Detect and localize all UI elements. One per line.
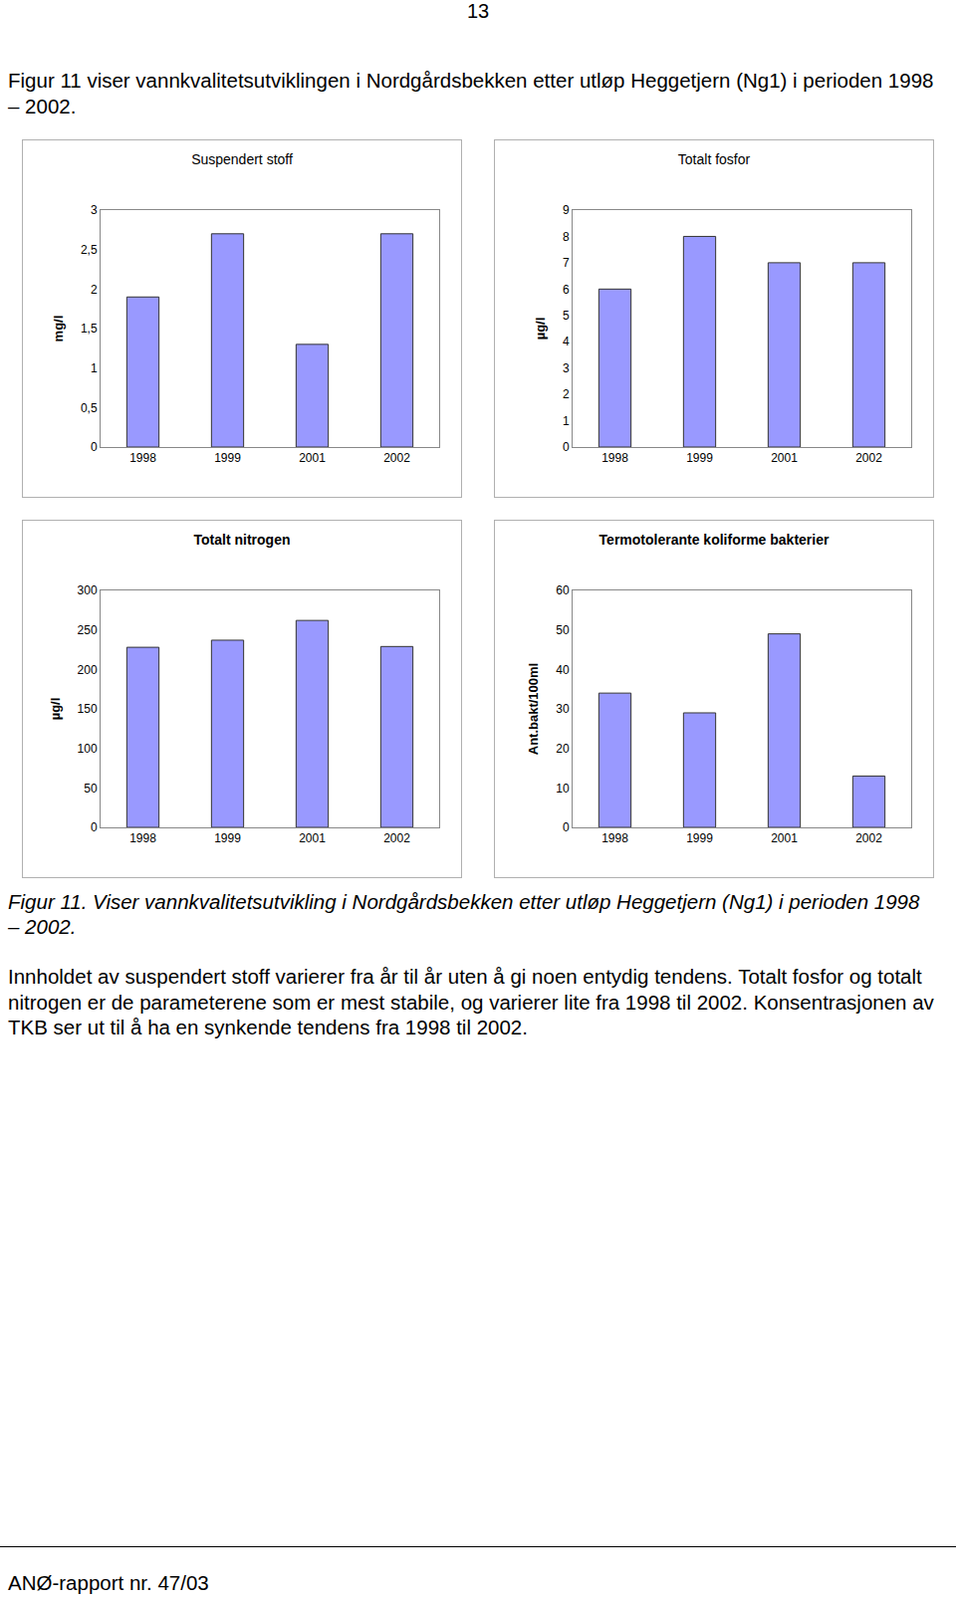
svg-text:1998: 1998 [129,451,157,466]
html-text:Figur 11 viser vannkvalitetsut: Figur 11 viser vannkvalitetsutviklingen … [7,68,934,118]
svg-text:2,5: 2,5 [80,242,98,257]
svg-text:2001: 2001 [298,831,326,846]
svg-text:1998: 1998 [601,831,629,846]
svg-text:2002: 2002 [855,831,883,846]
svg-text:0: 0 [90,820,98,835]
svg-text:1998: 1998 [129,831,157,846]
svg-text:50: 50 [555,623,570,638]
svg-text:60: 60 [555,583,570,598]
svg-text:1,5: 1,5 [80,321,98,336]
svg-text:Termotolerante koliforme bakte: Termotolerante koliforme bakterier [599,531,830,548]
svg-text:2001: 2001 [298,451,326,466]
svg-text:100: 100 [77,741,98,756]
svg-text:Suspendert stoff: Suspendert stoff [191,151,293,168]
html-text:Figur 11. Viser vannkvalitetsu: Figur 11. Viser vannkvalitetsutvikling i… [7,890,920,939]
svg-text:1999: 1999 [214,831,241,846]
svg-text:6: 6 [562,282,570,297]
svg-text:300: 300 [77,583,98,598]
svg-text:1999: 1999 [686,831,714,846]
svg-text:250: 250 [77,623,98,638]
svg-text:3: 3 [562,361,570,376]
svg-text:30: 30 [555,702,570,717]
svg-text:2001: 2001 [770,831,798,846]
svg-text:4: 4 [562,334,570,349]
svg-text:2002: 2002 [855,451,883,466]
svg-text:2: 2 [562,387,570,402]
svg-text:µg/l: µg/l [532,317,548,341]
svg-text:10: 10 [555,781,570,796]
svg-text:20: 20 [555,741,570,756]
svg-text:Totalt nitrogen: Totalt nitrogen [194,531,291,548]
svg-text:1999: 1999 [214,451,241,466]
svg-text:0: 0 [90,440,98,455]
html-text:ANØ-rapport nr. 47/03: ANØ-rapport nr. 47/03 [7,1571,209,1595]
svg-text:1999: 1999 [686,451,714,466]
svg-text:9: 9 [562,203,570,218]
svg-text:Ant.bakt/100ml: Ant.bakt/100ml [525,663,541,755]
svg-text:mg/l: mg/l [50,315,66,343]
svg-text:3: 3 [90,203,98,218]
svg-text:1: 1 [562,414,570,429]
svg-text:2002: 2002 [383,831,411,846]
svg-text:Totalt fosfor: Totalt fosfor [678,151,751,168]
svg-text:µg/l: µg/l [47,698,63,721]
html-text:13: 13 [466,0,490,22]
svg-text:1: 1 [90,361,98,376]
svg-text:2: 2 [90,282,98,297]
svg-text:8: 8 [562,230,570,244]
svg-text:0,5: 0,5 [80,401,98,416]
svg-text:2002: 2002 [383,451,411,466]
svg-text:7: 7 [562,255,570,270]
svg-text:5: 5 [562,308,570,323]
svg-text:0: 0 [562,820,570,835]
svg-text:40: 40 [555,663,570,678]
svg-text:50: 50 [83,781,98,796]
svg-text:200: 200 [77,663,98,678]
svg-text:0: 0 [562,440,570,455]
svg-text:2001: 2001 [770,451,798,466]
svg-text:150: 150 [77,702,98,717]
html-text:Innholdet av suspendert stoff: Innholdet av suspendert stoff varierer f… [7,964,934,1039]
svg-text:1998: 1998 [601,451,629,466]
